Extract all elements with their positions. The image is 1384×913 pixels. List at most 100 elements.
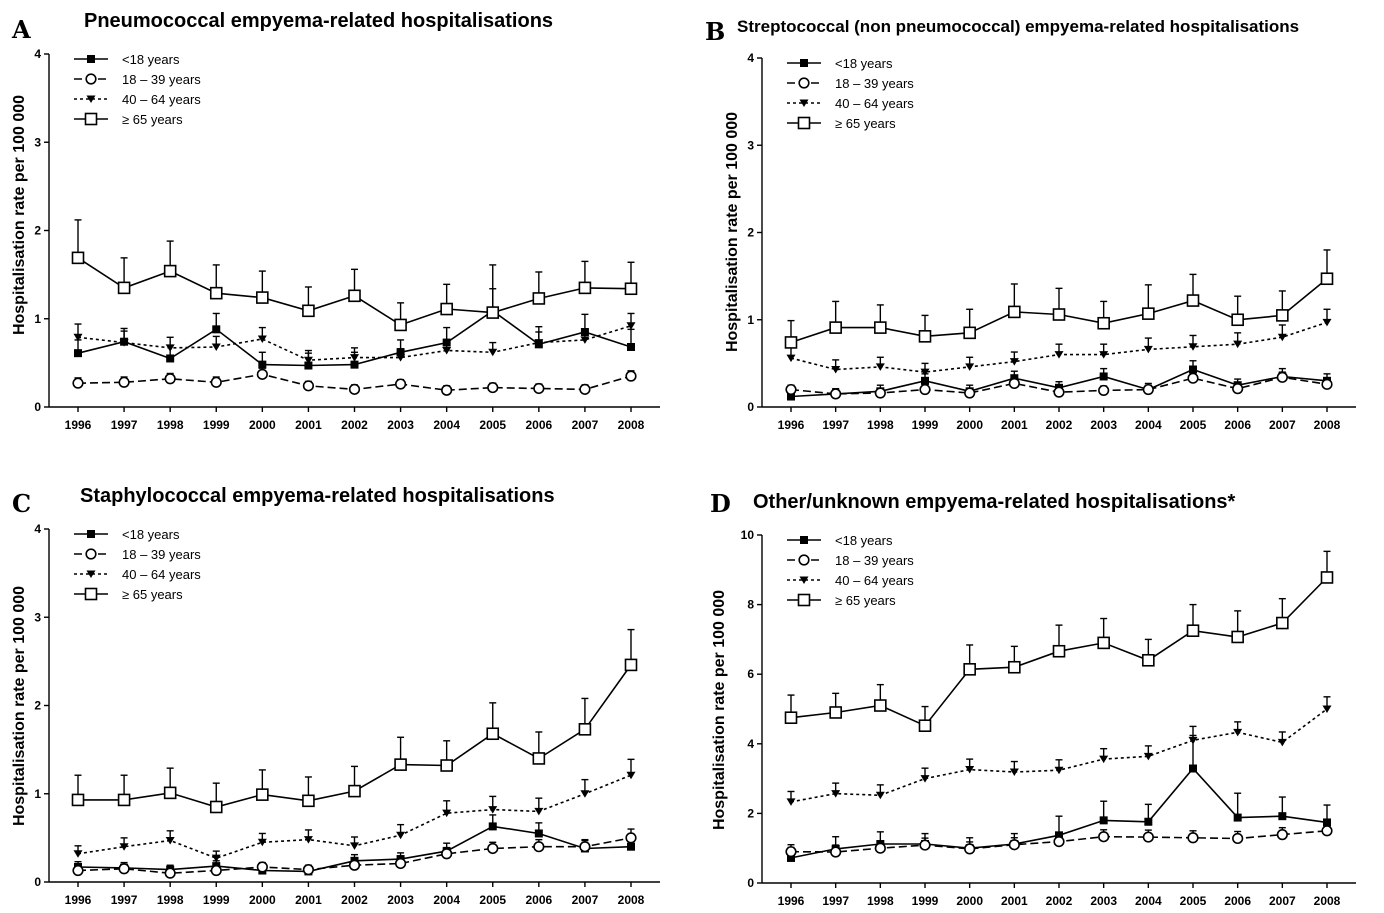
- panel-d-series-40-64-years-line: [790, 708, 1328, 803]
- panel-d-series-18-39-years-point: [1276, 829, 1288, 841]
- panel-c-series-18-39-years-point: [394, 857, 407, 870]
- panel-c-title: Staphylococcal empyema-related hospitali…: [80, 485, 555, 507]
- panel-a-series-65-years-point: [302, 304, 315, 318]
- panel-c-series-40-64-years-point: [580, 790, 590, 798]
- panel-a-series-40-64-years-point: [350, 354, 359, 362]
- panel-b-series-65-years-point: [784, 336, 798, 349]
- panel-d-x-tick-label: 2006: [1224, 894, 1251, 908]
- panel-d-series-18-39-years-point: [1232, 832, 1244, 845]
- panel-d-legend-65-years-swatch-marker: [797, 593, 811, 607]
- panel-d-legend-65-years-label: ≥ 65 years: [835, 593, 896, 608]
- panel-b-y-tick-label: 0: [747, 400, 754, 414]
- panel-d-series-18-39-years-point: [964, 843, 976, 855]
- panel-a-letter: A: [11, 15, 31, 44]
- panel-b-series-40-64-years-point: [1099, 351, 1109, 359]
- panel-a-legend-18-years: <18 years: [74, 52, 180, 67]
- panel-a-x-tick-label: 1997: [111, 418, 138, 432]
- panel-d-series-18-39-years-point: [1053, 835, 1065, 848]
- panel-a-y-axis-label: Hospitalisation rate per 100 000: [11, 95, 28, 335]
- panel-b-series-18-39-years-point: [874, 387, 886, 399]
- panel-d-x-tick-label: 2002: [1046, 894, 1073, 908]
- panel-b-series-18-39-years: [785, 371, 1333, 400]
- panel-a-series-40-64-years-point: [165, 344, 175, 352]
- panel-d-x-tick-label: 1998: [867, 894, 894, 908]
- panel-d-series-40-64-years-point: [1009, 768, 1019, 776]
- panel-c-series-18-39-years: [72, 828, 637, 879]
- panel-c-series-65-years-point: [440, 759, 453, 772]
- panel-b-plot: 0 1 2 3 4 1996 1997 1998 1999 2000 2001 2002 2003 200…: [747, 51, 1356, 432]
- panel-a-series-18-years-point: [627, 342, 635, 351]
- panel-d-legend-18-39-years-swatch-marker: [798, 554, 810, 566]
- panel-d-series-40-64-years-point: [786, 798, 796, 806]
- panel-c-legend-40-64-years-label: 40 – 64 years: [122, 567, 201, 582]
- panel-d-series-18-years-point: [1233, 813, 1242, 822]
- panel-d-legend-18-39-years: 18 – 39 years: [787, 553, 914, 568]
- panel-c-series-40-64-years-point: [350, 842, 359, 850]
- panel-a-x-tick-label: 2002: [341, 418, 368, 432]
- panel-a-series-65-years-point: [486, 306, 500, 319]
- panel-c-series-65-years-point: [348, 784, 361, 798]
- panel-d-series-40-64-years: [786, 696, 1332, 806]
- panel-b-x-tick-label: 2006: [1224, 418, 1251, 432]
- panel-d-series-18-years-point: [1278, 812, 1287, 821]
- panel-b-series-40-64-years-point: [1143, 345, 1153, 354]
- panel-d-series-65-years-point: [829, 706, 842, 719]
- panel-d-x-tick-label: 2008: [1314, 894, 1341, 908]
- panel-a-series-40-64-years-point: [488, 348, 498, 357]
- panel-b-y-tick-label: 4: [747, 51, 754, 65]
- panel-c-x-tick-label: 1999: [203, 893, 230, 907]
- panel-a-series-40-64-years-point: [303, 356, 313, 365]
- panel-c-series-18-years-point: [488, 822, 497, 831]
- panel-b-series-18-years-point: [1099, 372, 1108, 381]
- panel-b-series-40-64-years-point: [1009, 358, 1019, 366]
- panel-d-legend-18-years-swatch-marker: [800, 536, 808, 544]
- panel-a-series-40-64-years-point: [534, 339, 544, 347]
- panel-b-x-tick-label: 2007: [1269, 418, 1296, 432]
- panel-c-series-18-39-years-point: [487, 842, 499, 855]
- panel-d-series-18-years-point: [1144, 817, 1153, 826]
- panel-b-x-tick-label: 2002: [1046, 418, 1073, 432]
- panel-c-x-tick-label: 2004: [433, 893, 460, 907]
- panel-b-series-18-39-years-point: [785, 383, 797, 396]
- panel-d-series-40-64-years-point: [831, 790, 841, 798]
- panel-a-series-65-years-point: [624, 282, 638, 296]
- panel-b-y-tick-label: 2: [747, 226, 754, 240]
- panel-c-y-tick-label: 4: [34, 522, 41, 536]
- panel-d-series-18-39-years-point: [830, 846, 842, 858]
- panel-b-series-40-64-years-point: [1322, 318, 1332, 327]
- panel-a-series-18-39-years-point: [210, 376, 222, 388]
- panel-b-series-40-64-years: [786, 308, 1332, 377]
- panel-b-series-65-years-point: [874, 321, 887, 334]
- panel-b-legend-65-years-label: ≥ 65 years: [835, 116, 896, 131]
- panel-c-series-40-64-years-point: [626, 771, 636, 780]
- panel-c-series-65-years-point: [209, 800, 223, 814]
- panel-c-series-40-64-years-point: [119, 843, 129, 851]
- panel-a-series-18-39-years-point: [256, 368, 268, 380]
- panel-c-legend-40-64-years: 40 – 64 years: [74, 567, 201, 582]
- panel-a-series-18-39-years: [72, 367, 637, 396]
- panel-c-legend-65-years: ≥ 65 years: [74, 587, 183, 602]
- panel-d-series-65-years: [784, 550, 1334, 733]
- panel-c-series-40-64-years-point: [303, 836, 313, 844]
- panel-c-plot: 0 1 2 3 4 1996 1997 1998 1999 2000 2001 2002 2003 200…: [34, 522, 660, 907]
- panel-a-series-40-64-years: [73, 312, 636, 365]
- panel-b-series-40-64-years-point: [1188, 343, 1198, 351]
- panel-b-legend-65-years: ≥ 65 years: [787, 116, 896, 131]
- panel-d-x-tick-label: 2001: [1001, 894, 1028, 908]
- panel-b-series-65-years-point: [1276, 309, 1289, 322]
- panel-c-legend-18-years: <18 years: [74, 527, 180, 542]
- panel-a-y-tick-label: 2: [34, 224, 41, 238]
- panel-b-x-tick-label: 1997: [822, 418, 849, 432]
- panel-a-x-tick-label: 1996: [65, 418, 92, 432]
- panel-a-series-18-39-years-point: [487, 381, 499, 394]
- panel-a-series-40-64-years-point: [257, 335, 267, 344]
- panel-c-legend-18-years-swatch-marker: [87, 530, 95, 538]
- panel-d-series-40-64-years-point: [1143, 752, 1153, 761]
- panel-b-series-65-years-point: [1142, 307, 1155, 320]
- panel-a-x-tick-label: 1998: [157, 418, 184, 432]
- panel-d-letter: D: [710, 489, 731, 518]
- panel-a-series-65-years-point: [71, 251, 85, 265]
- panel-b-series-18-years-point: [921, 376, 929, 385]
- panel-d-y-tick-label: 4: [747, 737, 754, 751]
- panel-c-series-18-39-years-point: [302, 864, 315, 876]
